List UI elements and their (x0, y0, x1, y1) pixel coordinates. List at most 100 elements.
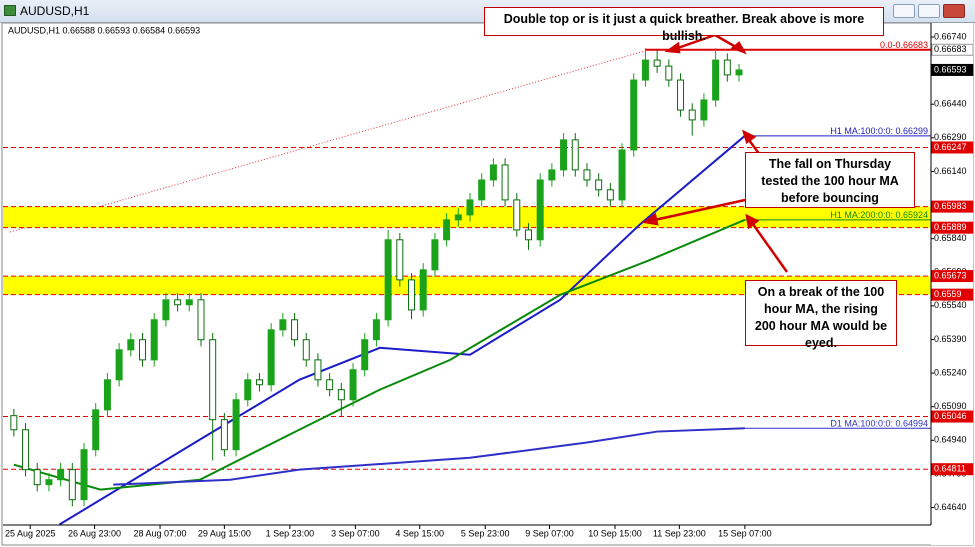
candle-body (174, 299, 182, 306)
x-tick-label: 29 Aug 15:00 (198, 528, 251, 538)
x-tick-label: 3 Sep 07:00 (331, 528, 380, 538)
arrow-head (664, 41, 681, 54)
candle-body (560, 139, 568, 171)
price-label: 0.66593 (934, 64, 967, 74)
candle-body (279, 319, 287, 331)
candle-body (220, 419, 228, 451)
candle-body (68, 469, 76, 501)
candle-body (372, 319, 380, 341)
level-tag: H1 MA:200:0:0: 0.65924 (830, 210, 928, 220)
candle-body (314, 359, 322, 381)
candle-body (489, 164, 497, 181)
y-tick-label: 0.66140 (934, 166, 967, 176)
candle-body (571, 139, 579, 171)
candle-body (115, 349, 123, 381)
trend-line (9, 49, 649, 233)
y-tick-label: 0.64940 (934, 435, 967, 445)
y-tick-label: 0.65240 (934, 367, 967, 377)
y-tick-label: 0.65390 (934, 334, 967, 344)
price-label-box (931, 270, 974, 283)
candle-body (45, 479, 53, 486)
y-tick-label: 0.65840 (934, 233, 967, 243)
y-tick-label: 0.64640 (934, 502, 967, 512)
candle-body (618, 149, 626, 201)
price-label-box (931, 221, 974, 234)
candle-body (22, 429, 30, 471)
x-tick-label: 10 Sep 15:00 (588, 528, 642, 538)
x-tick-label: 5 Sep 23:00 (461, 528, 510, 538)
close-button[interactable] (943, 4, 965, 18)
arrow-head (641, 212, 659, 226)
price-label-box (931, 63, 974, 76)
price-label-box (931, 410, 974, 423)
candle-body (419, 269, 427, 311)
candle-body (735, 69, 743, 76)
price-label: 0.65673 (934, 270, 967, 280)
maximize-button[interactable] (918, 4, 940, 18)
candle-body (396, 239, 404, 281)
candle-body (454, 214, 462, 221)
y-tick-label: 0.65090 (934, 401, 967, 411)
level-tag: D1 MA:100:0:0: 0.64994 (830, 419, 928, 429)
candle-body (337, 389, 345, 401)
y-tick-label: 0.66740 (934, 31, 967, 41)
support-zone (3, 276, 931, 295)
x-tick-label: 28 Aug 07:00 (134, 528, 187, 538)
candle-body (80, 449, 88, 501)
candle-body (255, 379, 263, 386)
x-tick-label: 1 Sep 23:00 (266, 528, 315, 538)
candle-body (653, 59, 661, 67)
arrow-head (730, 41, 747, 55)
candle-body (431, 239, 439, 271)
price-label-box (931, 200, 974, 213)
candle-body (408, 279, 416, 311)
candle-body (513, 199, 521, 231)
x-tick-label: 11 Sep 23:00 (653, 528, 706, 538)
arrow (649, 198, 746, 223)
moving-average (113, 427, 745, 486)
minimize-button[interactable] (893, 4, 915, 18)
annotation: The fall on Thursday tested the 100 hour… (745, 152, 915, 208)
candle-body (548, 169, 556, 181)
candle-body (103, 379, 111, 411)
moving-average (58, 135, 746, 526)
price-label-box (931, 43, 974, 56)
candle-body (139, 339, 147, 361)
candle-body (384, 239, 392, 321)
candle-body (302, 339, 310, 361)
x-tick-label: 4 Sep 15:00 (395, 528, 444, 538)
candle-body (501, 164, 509, 201)
level-tag: H1 MA:100:0:0: 0.66299 (830, 126, 928, 136)
price-label: 0.66683 (934, 44, 967, 54)
candle-body (349, 369, 357, 401)
candle-body (712, 59, 720, 101)
candle-body (583, 169, 591, 181)
candle-body (536, 179, 544, 241)
level-tag: 0.0-0.66683 (880, 40, 928, 50)
candle-body (723, 59, 731, 76)
candle-body (185, 299, 193, 306)
candle-body (33, 469, 41, 486)
candle-body (665, 65, 673, 81)
candle-body (57, 469, 65, 481)
candle-body (150, 319, 158, 361)
price-label: 0.65046 (934, 411, 967, 421)
candle-body (466, 199, 474, 216)
candle-body (700, 99, 708, 121)
price-label: 0.65983 (934, 201, 967, 211)
x-tick-label: 26 Aug 23:00 (68, 528, 121, 538)
window-title: AUDUSD,H1 (20, 4, 90, 18)
candle-body (326, 379, 334, 391)
x-tick-label: 9 Sep 07:00 (525, 528, 574, 538)
support-zone (3, 206, 931, 228)
y-tick-label: 0.66290 (934, 132, 967, 142)
candle-body (92, 409, 100, 451)
price-axis-bg (931, 23, 973, 545)
price-label-box (931, 288, 974, 301)
candle-body (244, 379, 252, 401)
x-tick-label: 25 Aug 2025 (5, 528, 56, 538)
y-tick-label: 0.65540 (934, 300, 967, 310)
candle-body (677, 79, 685, 111)
